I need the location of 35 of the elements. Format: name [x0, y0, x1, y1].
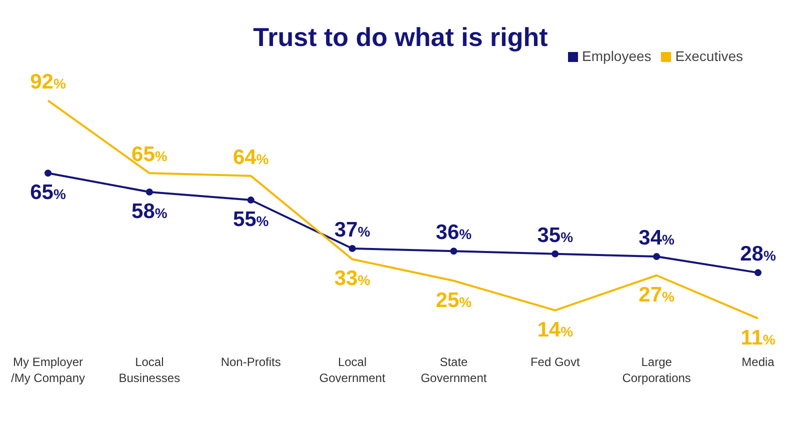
point — [653, 253, 660, 260]
data-label: 33% — [334, 267, 371, 290]
data-label: 65% — [132, 143, 168, 166]
x-tick-label: Local Businesses — [118, 355, 180, 385]
x-tick-label: Media — [742, 355, 775, 369]
data-label: 14% — [537, 318, 574, 342]
data-label: 36% — [436, 221, 472, 244]
data-label: 58% — [132, 200, 168, 223]
x-tick-label: Non-Profits — [220, 355, 281, 369]
data-label: 34% — [638, 226, 676, 250]
data-label: 64% — [232, 146, 270, 169]
x-tick-label: Local Government — [319, 355, 386, 385]
point — [552, 250, 559, 258]
point — [44, 170, 52, 177]
data-label: 25% — [436, 288, 472, 312]
data-label: 28% — [740, 242, 776, 266]
x-tick-label: Fed Govt — [530, 355, 580, 369]
point — [348, 244, 356, 252]
data-label: 65% — [30, 181, 66, 204]
point — [247, 196, 254, 204]
point — [754, 269, 762, 276]
data-label: 55% — [232, 208, 270, 232]
data-label: 92% — [30, 70, 66, 94]
data-label: 35% — [537, 224, 574, 247]
legend-label: Employees — [582, 48, 652, 64]
point — [450, 248, 458, 255]
x-tick-label: State Government — [420, 355, 488, 385]
data-label: 27% — [638, 283, 676, 306]
data-label: 37% — [334, 218, 371, 242]
legend-label: Executives — [675, 48, 743, 64]
x-tick-label: My Employer /My Company — [10, 355, 86, 385]
chart-title: Trust to do what is right — [253, 22, 548, 52]
point — [146, 188, 153, 196]
data-label: 11% — [740, 326, 776, 350]
x-tick-label: Large Corporations — [622, 355, 691, 385]
